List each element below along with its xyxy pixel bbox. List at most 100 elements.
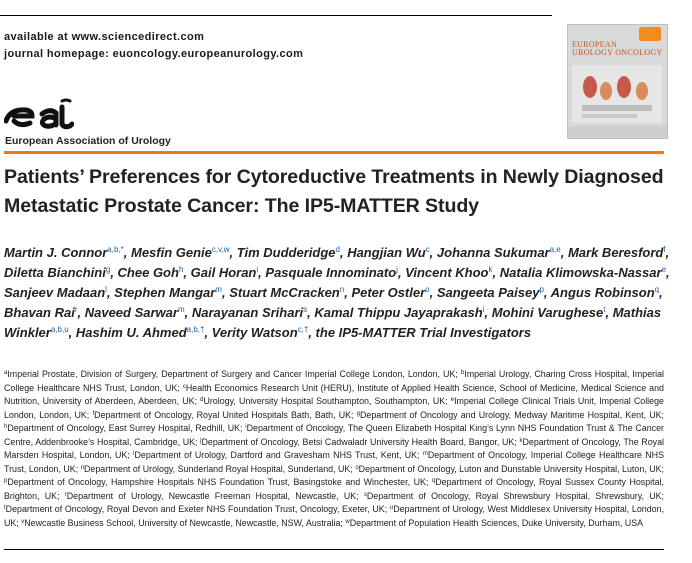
author-name[interactable]: Kamal Thippu Jayaprakash [314, 305, 483, 320]
author-name[interactable]: Tim Dudderidge [236, 245, 336, 260]
author-name[interactable]: Peter Ostler [351, 285, 426, 300]
author-name[interactable]: Martin J. Connor [4, 245, 108, 260]
author-affiliation-marker[interactable]: i [256, 265, 259, 274]
author-affiliation-marker[interactable]: k [488, 265, 493, 274]
author-name[interactable]: Johanna Sukumar [436, 245, 550, 260]
author-name[interactable]: Stuart McCracken [229, 285, 340, 300]
author-affiliation-marker[interactable]: m [177, 305, 185, 314]
author-name[interactable]: Sangeeta Paisey [436, 285, 540, 300]
journal-cover-thumbnail[interactable]: EUROPEAN UROLOGY ONCOLOGY [567, 24, 668, 139]
cover-title-line-1: EUROPEAN [572, 40, 618, 49]
author-affiliation-marker[interactable]: e [661, 265, 667, 274]
author-separator: , [560, 245, 568, 260]
author-name[interactable]: Mark Beresford [567, 245, 664, 260]
eau-logo [4, 98, 74, 130]
author-name[interactable]: Pasquale Innominato [265, 265, 397, 280]
affiliation-text: Department of Oncology, Royal Shrewsbury… [366, 490, 664, 501]
affiliation-text: Department of Urology, Sunderland Royal … [84, 463, 356, 474]
affiliation-marker: h [4, 424, 8, 430]
affiliation-marker: k [519, 437, 523, 444]
affiliation-marker: v [21, 518, 25, 525]
author-name[interactable]: Natalia Klimowska-Nassar [499, 265, 662, 280]
author-separator: , [605, 305, 613, 320]
author-affiliation-marker[interactable]: a,e [549, 245, 561, 254]
affiliation-marker: s [363, 491, 367, 498]
author-name[interactable]: Bhavan Rai [4, 305, 75, 320]
author-separator: , [308, 325, 316, 340]
affiliation-marker: a [4, 370, 8, 376]
author-affiliation-marker[interactable]: a,b,† [186, 325, 205, 334]
author-name[interactable]: Verity Watson [211, 325, 298, 340]
author-affiliation-marker[interactable]: c,v,w [211, 245, 230, 254]
availability-line: available at www.sciencedirect.com [4, 31, 205, 43]
author-affiliation-marker[interactable]: f [663, 245, 666, 254]
author-affiliation-marker[interactable]: r [74, 305, 78, 314]
author-separator: , [184, 305, 192, 320]
author-affiliation-marker[interactable]: a,b,* [107, 245, 124, 254]
author-affiliation-marker[interactable]: l [105, 285, 107, 294]
author-affiliation-marker[interactable]: g [105, 265, 111, 274]
affiliation-text: Department of Urology, Dartford and Grav… [134, 450, 423, 460]
author-separator: , [110, 265, 118, 280]
author-separator: , [484, 305, 492, 320]
author-name[interactable]: Chee Goh [117, 265, 179, 280]
affiliation-marker: q [431, 478, 436, 484]
author-affiliation-marker[interactable]: a,b,u [50, 325, 69, 334]
author-separator: , [68, 325, 76, 340]
author-separator: , [258, 265, 266, 280]
author-separator: , [123, 245, 131, 260]
author-name[interactable]: Mesfin Genie [130, 245, 212, 260]
author-affiliation-marker[interactable]: s [303, 305, 308, 314]
affiliation-text: Department of Oncology, Betsi Cadwaladr … [201, 436, 520, 447]
affiliation-text: Department of Oncology, The Queen Elizab… [4, 423, 664, 447]
author-name[interactable]: Angus Robinson [550, 285, 655, 300]
affiliation-marker: e [450, 397, 455, 403]
affiliation-text: Newcastle Business School, University of… [24, 517, 346, 528]
affiliation-text: Department of Oncology, East Surrey Hosp… [7, 423, 246, 433]
affiliation-text: Department of Oncology, Luton and Dunsta… [358, 463, 664, 474]
author-separator: , [492, 265, 500, 280]
author-affiliation-marker[interactable]: o [425, 285, 430, 294]
author-name[interactable]: Vincent Khoo [405, 265, 489, 280]
author-affiliation-marker[interactable]: i [482, 305, 485, 314]
author-affiliation-marker[interactable]: c [425, 245, 430, 254]
author-separator: , [307, 305, 315, 320]
affiliation-marker: w [345, 518, 350, 525]
affiliation-marker: p [4, 478, 8, 484]
affiliation-text: Imperial Prostate, Division of Surgery, … [7, 369, 461, 379]
header-rule [0, 15, 552, 16]
cover-title: EUROPEAN UROLOGY ONCOLOGY [572, 41, 663, 57]
author-name[interactable]: Mohini Varughese [491, 305, 604, 320]
affiliation-text: Imperial Urology, Charing Cross Hospital… [4, 369, 664, 393]
affiliation-marker: d [200, 397, 204, 403]
author-affiliation-marker[interactable]: c,† [297, 325, 309, 334]
affiliation-text: Department of Oncology, Royal Sussex Cou… [4, 477, 664, 501]
author-separator: , [183, 265, 191, 280]
author-affiliation-marker[interactable]: d [335, 245, 340, 254]
journal-homepage-line: journal homepage: euoncology.europeanuro… [4, 48, 304, 60]
affiliation-marker: j [200, 437, 202, 444]
author-name[interactable]: Hashim U. Ahmed [75, 325, 187, 340]
author-name[interactable]: Diletta Bianchini [4, 265, 106, 280]
author-affiliation-marker[interactable]: j [396, 265, 398, 274]
author-name[interactable]: Mathias Winkler [4, 305, 662, 340]
author-name[interactable]: Naveed Sarwar [84, 305, 178, 320]
author-name[interactable]: Hangjian Wu [347, 245, 426, 260]
author-affiliation-marker[interactable]: n [339, 285, 345, 294]
footer-rule [4, 549, 664, 550]
affiliation-marker: o [355, 464, 359, 471]
author-affiliation-marker[interactable]: h [178, 265, 184, 274]
author-affiliation-marker[interactable]: p [539, 285, 544, 294]
affiliation-marker: f [92, 410, 95, 417]
author-name[interactable]: the IP5-MATTER Trial Investigators [315, 325, 532, 340]
author-name[interactable]: Sanjeev Madaan [4, 285, 106, 300]
author-affiliation-marker[interactable]: t [603, 305, 606, 314]
author-name[interactable]: Narayanan Srihari [191, 305, 304, 320]
author-affiliation-marker[interactable]: m [215, 285, 222, 294]
author-name[interactable]: Stephen Mangar [114, 285, 216, 300]
author-name[interactable]: Gail Horan [190, 265, 257, 280]
affiliation-text: Department of Oncology, The Royal Marsde… [4, 436, 664, 461]
author-affiliation-marker[interactable]: q [654, 285, 660, 294]
affiliation-text: Department of Oncology and Urology, Medw… [360, 409, 664, 420]
cover-badge [639, 27, 661, 41]
